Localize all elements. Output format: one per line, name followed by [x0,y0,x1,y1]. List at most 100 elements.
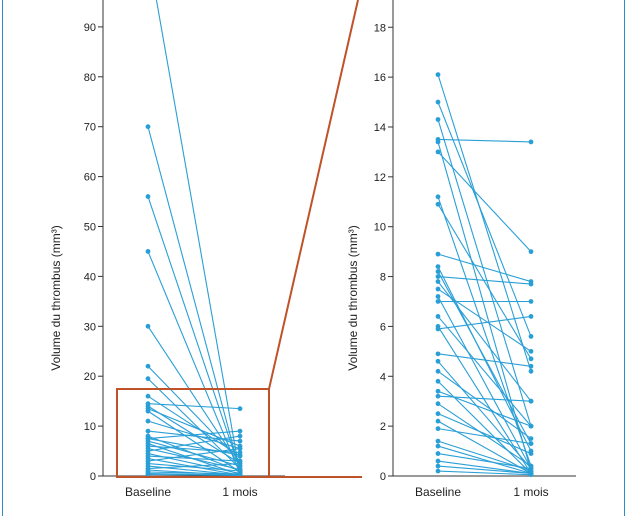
x-category-label: 1 mois [513,485,548,499]
series-line [147,430,241,442]
baseline-point [145,393,151,399]
baseline-point [145,363,151,369]
baseline-point [145,249,151,254]
baseline-point [435,411,441,417]
series-line [437,119,532,427]
y-tick-label: 4 [380,371,386,383]
one-month-point [528,466,534,471]
y-tick-label: 30 [84,321,96,333]
series-line [147,365,241,462]
zoom-box [116,388,270,478]
one-month-point [237,461,243,466]
series-line [437,271,532,444]
one-month-point [528,314,534,319]
baseline-point [435,294,441,299]
series-line [437,253,532,283]
baseline-point [435,264,441,269]
series-line [147,430,241,440]
one-month-point [237,406,243,412]
baseline-point [435,326,441,332]
x-category-label: 1 mois [222,485,257,499]
baseline-point [435,99,441,105]
one-month-point [528,249,534,255]
series-line [147,462,241,472]
baseline-point [435,463,441,469]
y-tick-label: 18 [374,22,386,34]
series-line [147,395,241,457]
series-line [437,203,532,360]
baseline-point [435,358,441,364]
series-line [147,455,241,462]
baseline-point [145,323,151,329]
series-line [437,460,532,475]
series-line [437,315,532,330]
baseline-point [435,393,441,399]
baseline-point [435,251,441,257]
x-category-label: Baseline [125,485,171,499]
series-line [147,251,241,474]
baseline-point [435,401,441,407]
baseline-point [435,117,441,122]
series-line [147,472,241,476]
series-line [437,141,532,472]
one-month-point [237,433,243,439]
baseline-point [435,438,441,444]
series-line [437,326,532,474]
baseline-point [435,418,441,424]
y-tick-label: 70 [84,122,96,134]
y-tick-label: 6 [380,321,386,333]
baseline-point [435,201,441,207]
baseline-point [435,274,441,279]
baseline-point [435,194,441,200]
series-line [147,473,241,477]
one-month-point [528,451,534,456]
zoom-indicator [116,0,362,478]
series-line [437,266,532,452]
series-line [437,360,532,469]
series-line [147,435,241,452]
series-line [437,316,532,427]
one-month-point [237,446,243,451]
baseline-point [435,149,441,155]
y-tick-label: 14 [374,122,386,134]
series-line [147,445,241,454]
y-tick-label: 10 [374,222,386,234]
series-line [437,395,532,402]
series-line [437,445,532,475]
series-line [437,276,532,285]
y-tick-label: 90 [84,22,96,34]
one-month-point [528,299,534,304]
baseline-point [435,269,441,274]
baseline-point [435,351,441,357]
baseline-point [145,376,151,382]
baseline-point [145,124,151,130]
one-month-point [237,428,243,434]
one-month-point [237,438,243,444]
y-tick-label: 50 [84,222,96,234]
series-line [147,440,241,467]
one-month-point [528,363,534,369]
series-line [147,403,241,410]
series-line [155,0,241,475]
series-line [437,288,532,352]
series-line [147,126,241,473]
series-group [435,72,534,478]
series-line [437,465,532,475]
baseline-point [145,418,151,424]
baseline-point [145,194,151,199]
series-line [147,196,241,471]
series-line [147,471,241,475]
one-month-point [528,423,534,429]
baseline-point [145,428,151,434]
series-group [145,0,243,478]
series-line [437,296,532,469]
zoom-connector-top [268,0,359,390]
baseline-point [435,378,441,384]
y-tick-label: 60 [84,172,96,184]
one-month-point [528,472,534,478]
one-month-point [528,348,534,354]
series-line [437,370,532,440]
baseline-point [435,279,441,284]
y-tick-label: 0 [90,471,96,483]
